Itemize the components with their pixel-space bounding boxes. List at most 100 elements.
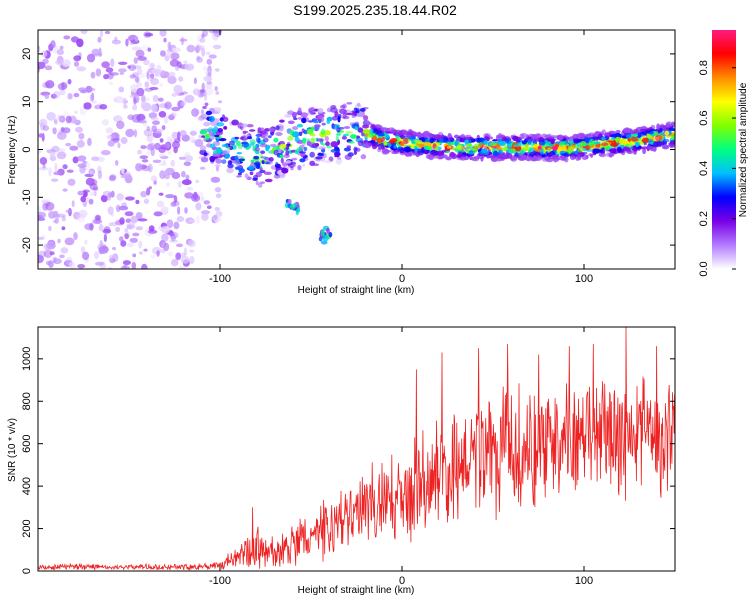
heat-cell <box>264 178 273 183</box>
heat-cell <box>279 119 285 123</box>
heat-cell <box>158 162 168 167</box>
heat-cell <box>149 73 155 79</box>
heat-cell <box>156 250 160 257</box>
heat-cell <box>160 50 166 57</box>
heat-cell <box>105 67 114 73</box>
heat-cell <box>259 169 266 174</box>
heat-cell <box>184 63 195 71</box>
colorbar: 0.0 0.2 0.4 0.6 0.8 Normalized spectral ampl… <box>698 30 749 277</box>
heat-cell <box>275 132 283 136</box>
heat-cell <box>210 176 221 183</box>
heat-cell <box>165 194 175 199</box>
heat-cell <box>647 130 654 135</box>
heat-cell <box>83 102 92 110</box>
heat-cell <box>189 256 195 265</box>
heat-cell <box>642 148 646 155</box>
heat-cell <box>86 53 96 63</box>
heat-cell <box>43 249 53 258</box>
heat-cell <box>454 134 459 139</box>
heat-cell <box>425 137 431 143</box>
heat-cell <box>255 136 261 143</box>
heat-cell <box>114 96 124 104</box>
heat-cell <box>159 138 164 143</box>
heat-cell <box>592 136 600 140</box>
heat-cell <box>363 115 369 121</box>
heat-cell <box>521 140 527 145</box>
heat-cell <box>178 76 184 82</box>
heat-cell <box>38 118 48 128</box>
heat-cell <box>170 52 180 60</box>
heat-cell <box>43 243 52 251</box>
heat-cell <box>125 218 131 223</box>
heat-cell <box>198 115 205 121</box>
heat-cell <box>167 150 172 155</box>
heat-cell <box>132 232 140 237</box>
heat-cell <box>77 264 86 269</box>
heat-cell <box>134 36 139 42</box>
heat-cell <box>50 93 57 99</box>
heat-cell <box>58 148 66 152</box>
heat-cell <box>468 136 474 141</box>
heat-cell <box>188 136 196 143</box>
heat-cell <box>184 155 194 162</box>
heat-cell <box>166 51 172 59</box>
heat-cell <box>292 161 296 168</box>
heat-cell <box>78 209 88 218</box>
heat-cell <box>449 137 454 142</box>
heat-cell <box>94 251 99 260</box>
heat-cell <box>307 120 314 123</box>
heat-cell <box>219 154 226 157</box>
heat-cell <box>169 233 175 237</box>
heat-cell <box>125 38 129 47</box>
heat-cell <box>49 151 56 159</box>
heat-cell <box>665 121 673 128</box>
heat-cell <box>149 62 155 69</box>
heat-cell <box>222 116 229 123</box>
heat-cell <box>287 198 292 205</box>
snr-frame <box>37 326 676 572</box>
heat-cell <box>238 158 246 162</box>
heat-cell <box>557 134 564 141</box>
heat-cell <box>140 145 147 150</box>
heat-cell <box>164 141 172 151</box>
heat-cell <box>322 234 329 242</box>
y-tick-label: 0 <box>21 146 33 152</box>
heat-cell <box>112 247 116 251</box>
heat-cell <box>157 97 164 102</box>
heat-cell <box>236 152 243 155</box>
heat-cell <box>144 81 150 88</box>
heat-cell <box>398 130 404 136</box>
heat-cell <box>357 127 364 133</box>
heat-cell <box>583 137 592 141</box>
heat-cell <box>94 261 105 266</box>
heat-cell <box>122 260 131 266</box>
heat-cell <box>311 143 319 149</box>
heat-cell <box>196 215 200 224</box>
heat-cell <box>273 137 279 143</box>
heat-cell <box>41 234 46 239</box>
heat-cell <box>417 150 425 155</box>
heat-cell <box>179 130 187 137</box>
heat-cell <box>598 152 607 158</box>
heat-cell <box>131 261 137 269</box>
heat-cell <box>133 57 138 64</box>
heat-cell <box>538 139 546 146</box>
heat-cell <box>108 222 118 227</box>
heat-cell <box>124 196 135 201</box>
heat-cell <box>160 225 170 234</box>
colorbar-tick-label: 0.6 <box>698 110 710 125</box>
heat-cell <box>268 157 274 162</box>
heat-cell <box>102 228 112 234</box>
heat-cell <box>48 260 54 268</box>
heat-cell <box>146 125 151 132</box>
heat-cell <box>76 38 84 48</box>
heat-cell <box>658 141 665 146</box>
heat-cell <box>255 133 263 137</box>
heat-cell <box>107 206 114 215</box>
heat-cell <box>642 137 649 144</box>
heat-cell <box>321 122 326 126</box>
heat-cell <box>97 52 103 57</box>
heat-cell <box>133 129 138 138</box>
heat-cell <box>89 94 93 102</box>
heat-cell <box>317 115 323 119</box>
